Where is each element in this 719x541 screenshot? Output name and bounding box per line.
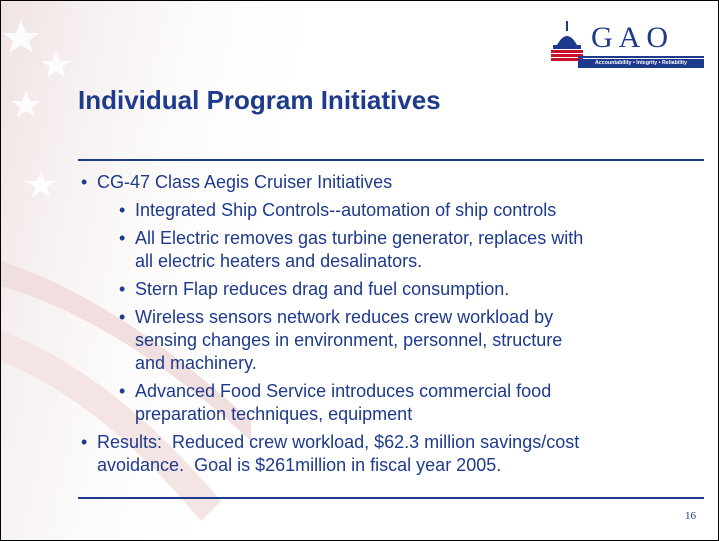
bullet-text: Integrated Ship Controls--automation of … [135,199,711,222]
bullet-text: All Electric removes gas turbine generat… [135,227,711,273]
bullet-line: Stern Flap reduces drag and fuel consump… [135,279,510,299]
bullet-item: • Results: Reduced crew workload, $62.3 m… [81,431,711,477]
bullet-text: Advanced Food Service introduces commerc… [135,380,711,426]
bullet-line: avoidance. Goal is $261million in fiscal… [97,455,502,475]
logo-tagline: Accountability • Integrity • Reliability [578,59,704,68]
logo-rule [578,56,704,58]
bullet-item: • Wireless sensors network reduces crew w… [119,306,711,375]
bullet-text: Stern Flap reduces drag and fuel consump… [135,278,711,301]
slide-title: Individual Program Initiatives [78,85,441,115]
bullet-line: sensing changes in environment, personne… [135,330,563,350]
bottom-rule [78,497,704,499]
bullet-text: Results: Reduced crew workload, $62.3 mi… [97,431,711,477]
bullet-dot: • [119,200,126,220]
bullet-line: all electric heaters and desalinators. [135,251,423,271]
bullet-item: • Integrated Ship Controls--automation of… [119,199,711,222]
page-number: 16 [685,510,696,522]
bullet-line: All Electric removes gas turbine generat… [135,228,584,248]
bullet-item: • Advanced Food Service introduces commer… [119,380,711,426]
bullet-line: Results: Reduced crew workload, $62.3 mi… [97,432,580,452]
bullet-item: • CG-47 Class Aegis Cruiser Initiatives • I… [81,171,711,426]
logo-text: GAO [591,21,674,54]
sub-list: • Integrated Ship Controls--automation of… [119,199,711,426]
bullet-dot: • [119,228,126,248]
bullet-line: Advanced Food Service introduces commerc… [135,381,552,401]
capitol-icon [551,21,583,61]
bullet-item: • Stern Flap reduces drag and fuel consum… [119,278,711,301]
bullet-line: preparation techniques, equipment [135,404,413,424]
flag-background [1,1,301,540]
bullet-line: Integrated Ship Controls--automation of … [135,200,557,220]
bullet-dot: • [81,432,88,452]
bullet-line: CG-47 Class Aegis Cruiser Initiatives [97,172,393,192]
bullet-item: • All Electric removes gas turbine genera… [119,227,711,273]
bullet-line: Wireless sensors network reduces crew wo… [135,307,554,327]
top-rule [78,159,704,161]
bullet-dot: • [119,381,126,401]
bullet-list: • CG-47 Class Aegis Cruiser Initiatives • I… [81,171,711,482]
bullet-dot: • [119,307,126,327]
bullet-text: CG-47 Class Aegis Cruiser Initiatives • In… [97,171,711,426]
bullet-text: Wireless sensors network reduces crew wo… [135,306,711,375]
bullet-line: and machinery. [135,353,257,373]
bullet-dot: • [81,172,88,192]
bullet-dot: • [119,279,126,299]
